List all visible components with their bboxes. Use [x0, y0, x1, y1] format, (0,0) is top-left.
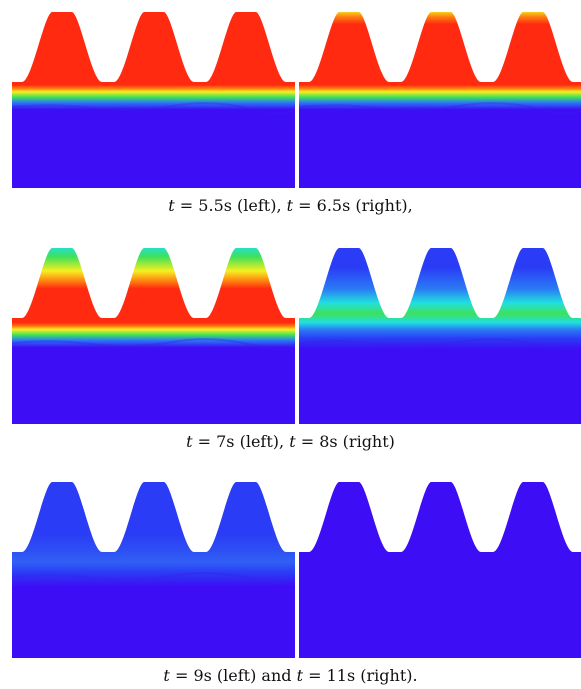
fluid-region	[12, 482, 295, 658]
simulation-plot	[12, 248, 295, 424]
caption-var: t	[186, 432, 193, 451]
caption-row-1: t = 5.5s (left), t = 6.5s (right),	[0, 196, 581, 216]
interface-ripple	[12, 572, 295, 585]
caption-var: t	[163, 666, 170, 685]
simulation-plot	[299, 248, 581, 424]
simulation-plot	[12, 12, 295, 188]
panel-t7	[12, 246, 295, 424]
caption-row-3: t = 9s (left) and t = 11s (right).	[0, 666, 581, 686]
interface-ripple	[299, 338, 581, 351]
fluid-region	[12, 248, 295, 424]
caption-text: = 8s (right)	[295, 432, 395, 451]
caption-var: t	[168, 196, 175, 215]
panel-t8	[299, 246, 581, 424]
fluid-region	[299, 12, 581, 188]
fluid-fill	[299, 482, 581, 658]
fluid-region	[299, 482, 581, 658]
interface-ripple	[12, 338, 295, 351]
panel-t6-5	[299, 10, 581, 188]
fluid-fill	[299, 248, 581, 424]
fluid-fill	[12, 482, 295, 658]
fluid-region	[12, 12, 295, 188]
simulation-plot	[299, 12, 581, 188]
fluid-region	[299, 248, 581, 424]
simulation-plot	[12, 482, 295, 658]
caption-var: t	[286, 196, 294, 215]
caption-text: = 11s (right).	[303, 666, 418, 685]
simulation-plot	[299, 482, 581, 658]
panel-t9	[12, 480, 295, 658]
fluid-fill	[12, 12, 295, 188]
caption-var: t	[296, 666, 304, 685]
caption-text: = 5.5s (left),	[174, 196, 287, 215]
caption-text: = 9s (left) and	[169, 666, 297, 685]
interface-ripple	[12, 102, 295, 115]
interface-ripple	[299, 102, 581, 115]
panel-t5-5	[12, 10, 295, 188]
caption-var: t	[289, 432, 296, 451]
caption-text: = 6.5s (right),	[293, 196, 413, 215]
caption-row-2: t = 7s (left), t = 8s (right)	[0, 432, 581, 452]
fluid-fill	[299, 12, 581, 188]
panel-t11	[299, 480, 581, 658]
caption-text: = 7s (left),	[192, 432, 290, 451]
fluid-fill	[12, 248, 295, 424]
